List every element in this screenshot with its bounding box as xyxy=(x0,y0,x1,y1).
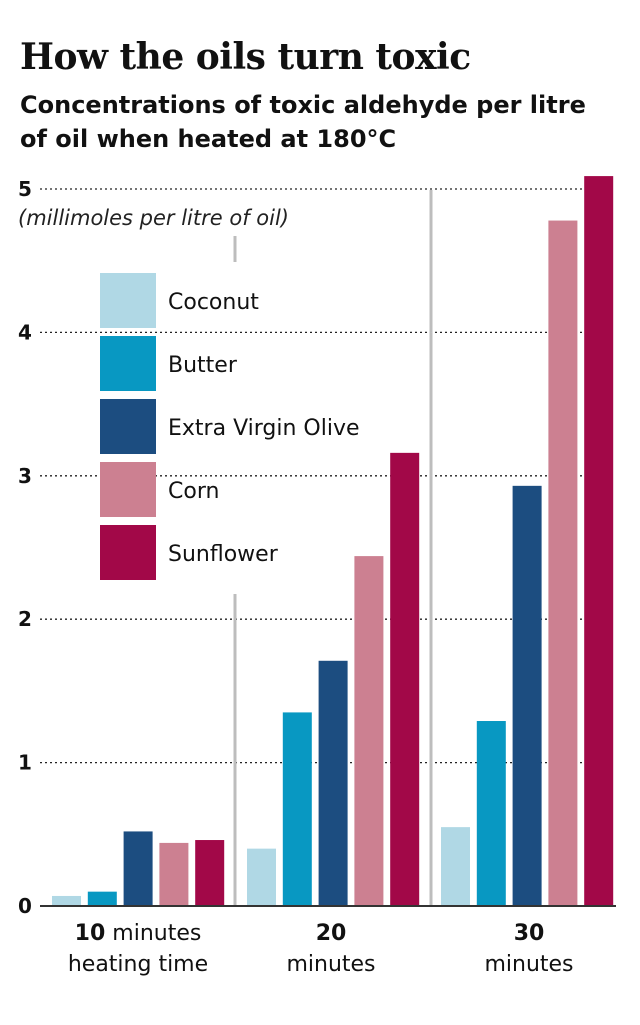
x-tick-label-2: 30 xyxy=(514,921,545,946)
bar-sunflower-1 xyxy=(390,452,420,906)
legend-label-2: Extra Virgin Olive xyxy=(168,416,360,441)
bar-sunflower-2 xyxy=(584,176,614,906)
legend-label-3: Corn xyxy=(168,479,219,504)
y-tick-label-3: 3 xyxy=(18,464,32,488)
bar-extra-virgin-olive-0 xyxy=(123,831,153,906)
bar-butter-0 xyxy=(87,891,117,906)
legend-swatch-4 xyxy=(100,525,156,580)
bar-coconut-0 xyxy=(52,895,81,906)
x-tick-label-0: 10 minutes xyxy=(75,921,202,946)
bar-coconut-2 xyxy=(441,827,470,906)
x-tick-label-line2-2: minutes xyxy=(484,952,573,977)
y-tick-label-4: 4 xyxy=(18,320,32,344)
bar-corn-0 xyxy=(159,842,189,906)
bar-coconut-1 xyxy=(247,848,276,906)
bar-extra-virgin-olive-1 xyxy=(318,660,348,906)
legend-swatch-2 xyxy=(100,399,156,454)
bar-corn-1 xyxy=(354,556,384,906)
bar-butter-2 xyxy=(476,721,506,906)
legend-swatch-1 xyxy=(100,336,156,391)
y-tick-label-0: 0 xyxy=(18,894,32,918)
bar-extra-virgin-olive-2 xyxy=(512,485,542,906)
bar-corn-2 xyxy=(548,220,578,907)
legend-label-4: Sunflower xyxy=(168,542,279,567)
bar-butter-1 xyxy=(282,712,312,906)
x-tick-label-line2-1: minutes xyxy=(286,952,375,977)
legend-label-0: Coconut xyxy=(168,290,259,315)
y-tick-label-5: 5 xyxy=(18,177,32,201)
legend-label-1: Butter xyxy=(168,353,238,378)
x-tick-label-line2-0: heating time xyxy=(68,952,208,977)
x-tick-label-1: 20 xyxy=(316,921,347,946)
bar-sunflower-0 xyxy=(195,840,225,906)
chart-subtitle: Concentrations of toxic aldehyde per lit… xyxy=(20,91,586,153)
legend-swatch-0 xyxy=(100,273,156,328)
legend-swatch-3 xyxy=(100,462,156,517)
y-tick-label-2: 2 xyxy=(18,607,32,631)
y-tick-label-1: 1 xyxy=(18,751,32,775)
y-axis-unit-label: (millimoles per litre of oil) xyxy=(18,206,289,230)
chart-title: How the oils turn toxic xyxy=(20,36,471,78)
